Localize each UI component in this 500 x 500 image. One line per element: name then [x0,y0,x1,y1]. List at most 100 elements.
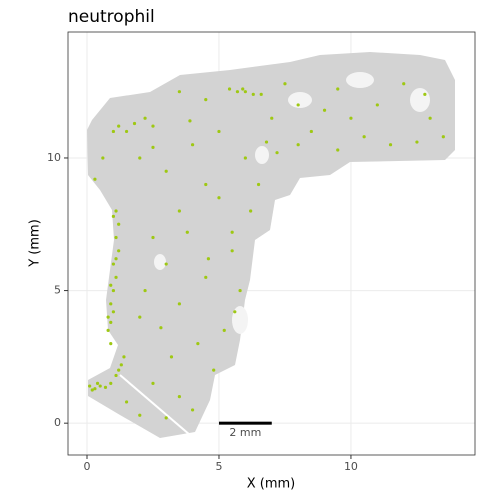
scale-bar-label: 2 mm [229,426,261,439]
point [151,145,155,149]
point [138,156,142,160]
point [114,209,118,213]
y-tick-label: 5 [54,284,61,297]
point [111,310,115,314]
point [243,90,247,94]
point [196,342,200,346]
point [90,388,94,392]
point [177,90,181,94]
point [296,103,300,107]
point [259,92,263,96]
point [117,249,121,253]
point [114,373,118,378]
point [114,235,118,240]
point [185,230,189,234]
point [119,363,123,367]
point [309,129,313,134]
tissue-tear [119,374,191,436]
point [296,143,300,147]
point [243,156,247,160]
point [204,275,208,279]
point [164,416,168,420]
point [217,129,221,134]
point [106,328,110,332]
x-tick-label: 10 [344,460,358,473]
point [106,315,110,319]
point [117,222,121,226]
point [441,135,445,139]
point [251,92,255,96]
point [230,249,234,253]
y-axis-title: Y (mm) [28,219,43,268]
point [111,129,115,134]
point [249,209,253,213]
point [101,156,105,160]
point [204,182,208,187]
point [164,262,168,266]
point [235,90,240,94]
y-tick-label: 10 [47,151,61,164]
point [159,326,163,330]
point [88,384,92,388]
point [428,116,432,120]
point [275,151,279,155]
point [98,384,102,388]
point [122,355,126,359]
point [124,129,129,134]
point [111,288,115,293]
point [93,177,97,181]
point [188,119,192,123]
point [402,82,406,86]
point [114,275,118,279]
point [151,124,155,128]
scale-bar [218,421,272,425]
point [95,381,100,385]
panel-border [67,31,476,456]
point [151,381,155,385]
point [227,87,232,91]
point [362,135,366,139]
point [117,124,121,128]
point [114,257,118,261]
tissue [87,52,455,438]
point [151,235,155,240]
point [264,140,269,144]
point [336,148,340,152]
point [375,103,379,107]
point [109,320,113,324]
point [177,209,181,213]
point [349,116,353,120]
x-tick-label: 0 [84,460,91,473]
point [109,342,113,346]
x-tick-label: 5 [215,460,222,473]
point [138,413,142,417]
point [212,368,216,372]
point [336,87,340,91]
y-tick-label: 0 [54,416,61,429]
point [103,385,108,389]
point [423,92,427,96]
point [109,302,113,306]
point [132,121,137,126]
point [117,368,121,372]
point [256,182,261,187]
point [138,315,142,319]
point [177,302,181,306]
point [388,143,393,147]
point [177,395,181,399]
point [283,82,287,86]
point [222,328,226,332]
point [217,196,221,200]
point [164,169,168,173]
point [322,108,327,112]
point [233,310,237,314]
point [241,87,245,91]
point [143,116,147,120]
points [88,82,445,420]
x-axis-title: X (mm) [247,477,296,492]
point [111,214,115,218]
chart-title: neutrophil [68,7,155,27]
point [190,408,195,412]
point [230,230,234,234]
